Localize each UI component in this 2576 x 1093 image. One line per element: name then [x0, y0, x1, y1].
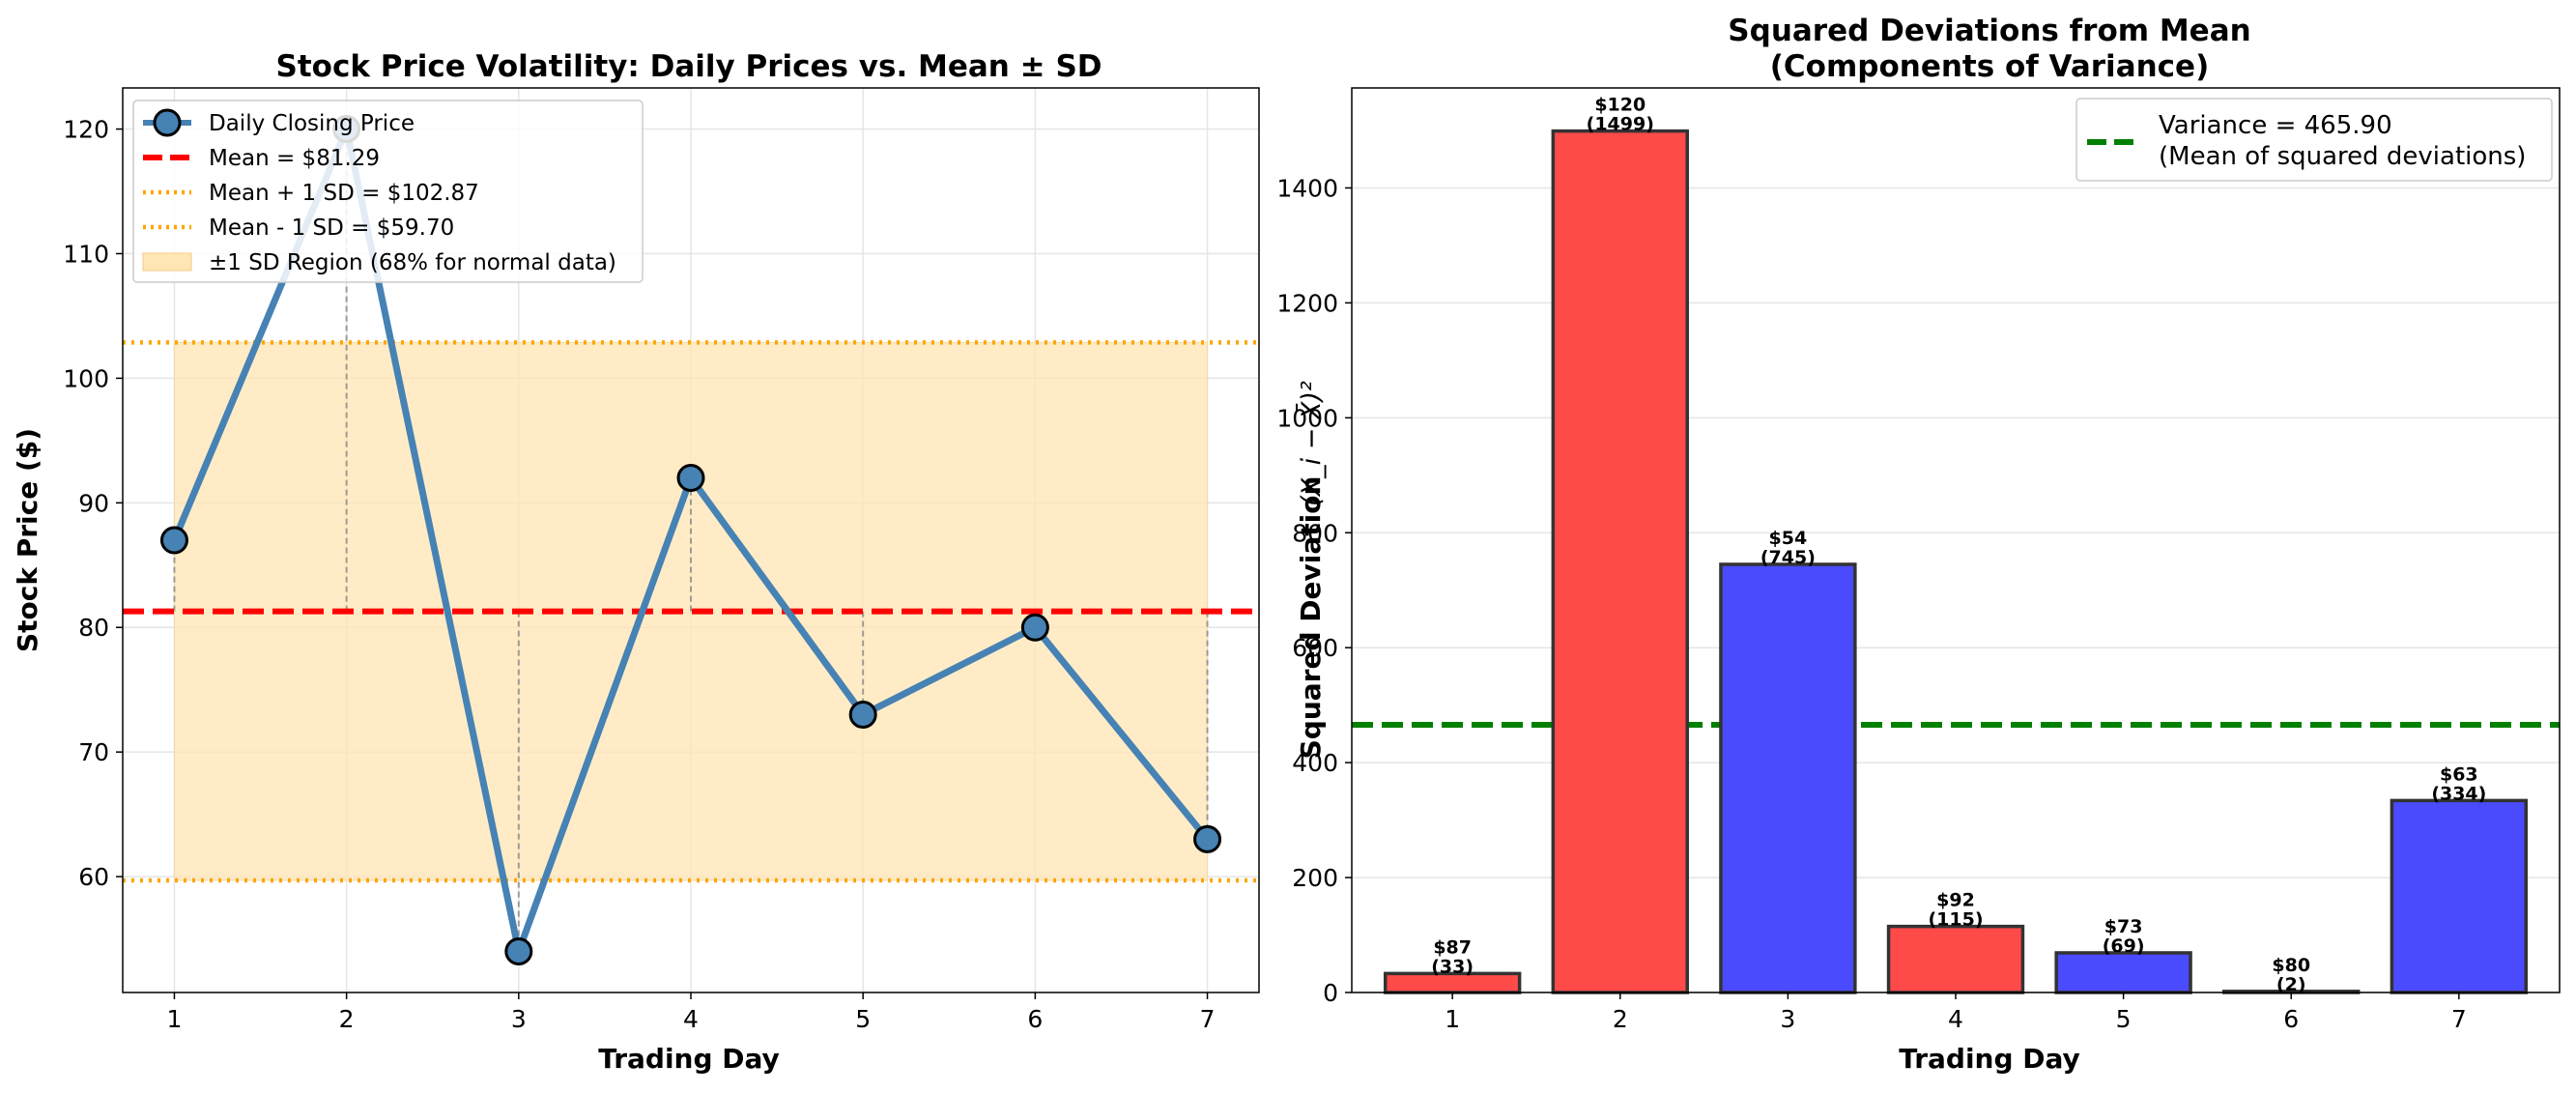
bar-day-2: [1551, 129, 1689, 994]
bar-label-price-2: $120: [1594, 95, 1646, 116]
y2-tick-label-1200: 1200: [1276, 289, 1338, 317]
legend-marker-price: [153, 108, 182, 137]
legend-label-upper-sd: Mean + 1 SD = $102.87: [209, 181, 479, 206]
squared-deviation-chart: Squared Deviations from Mean (Components…: [1276, 14, 2561, 1075]
x2-tick-label-1: 1: [1445, 1005, 1460, 1033]
bar-label-value-3: (745): [1760, 547, 1816, 568]
bar-label-value-4: (115): [1928, 909, 1983, 931]
bar-label-price-5: $73: [2104, 916, 2143, 937]
chart2-title-line2: (Components of Variance): [1770, 49, 2210, 84]
x2-tick-label-3: 3: [1780, 1005, 1795, 1033]
x-tick-label-4: 4: [683, 1005, 699, 1033]
chart2-legend-box: [2075, 98, 2553, 182]
bar-label-price-1: $87: [1433, 936, 1472, 958]
legend-item-price: Daily Closing Price: [143, 108, 415, 137]
y-tick-label-70: 70: [78, 738, 109, 766]
chart1-x-ticks: 1 2 3 4 5 6 7: [167, 992, 1216, 1033]
x2-tick-label-2: 2: [1613, 1005, 1628, 1033]
bar-label-value-5: (69): [2103, 935, 2145, 957]
bar-day-7: [2390, 798, 2529, 994]
y2-tick-label-800: 800: [1292, 519, 1338, 547]
bar-day-5: [2054, 951, 2192, 994]
y-tick-label-100: 100: [63, 364, 109, 392]
legend-label-sd-region: ±1 SD Region (68% for normal data): [209, 250, 616, 275]
x2-tick-label-5: 5: [2116, 1005, 2132, 1033]
price-volatility-chart: Stock Price Volatility: Daily Prices vs.…: [12, 49, 1260, 1075]
chart2-y-label: Squared Deviation: [1295, 476, 1327, 760]
bar-day-3: [1719, 562, 1857, 994]
chart2-frame: [1351, 87, 2561, 993]
price-point-day-3: [504, 936, 533, 965]
y2-tick-label-1000: 1000: [1276, 404, 1338, 432]
x-tick-label-7: 7: [1200, 1005, 1216, 1033]
legend-label-variance-note: (Mean of squared deviations): [2159, 142, 2526, 171]
y2-tick-label-1400: 1400: [1276, 174, 1338, 202]
bar-label-value-7: (334): [2431, 783, 2486, 804]
y2-tick-label-600: 600: [1292, 634, 1338, 662]
bar-label-value-6: (2): [2276, 974, 2306, 995]
legend-item-lower-sd: Mean - 1 SD = $59.70: [143, 216, 454, 241]
chart2-title-line1: Squared Deviations from Mean: [1728, 14, 2250, 48]
y-tick-label-80: 80: [78, 614, 109, 642]
chart2-y-label-group: Squared Deviation (X_i − X̄)²: [1295, 381, 1327, 759]
legend-label-mean: Mean = $81.29: [209, 146, 380, 171]
price-point-day-7: [1193, 824, 1222, 853]
legend-label-variance: Variance = 465.90: [2159, 111, 2392, 140]
x2-tick-label-4: 4: [1948, 1005, 1963, 1033]
x-tick-label-3: 3: [511, 1005, 527, 1033]
y2-tick-label-200: 200: [1292, 864, 1338, 892]
x2-tick-label-7: 7: [2451, 1005, 2467, 1033]
bar-label-price-4: $92: [1936, 890, 1975, 911]
chart2-legend: Variance = 465.90 (Mean of squared devia…: [2075, 98, 2553, 182]
y2-tick-label-0: 0: [1323, 979, 1338, 1007]
bar-day-4: [1886, 924, 2025, 994]
chart2-y-label-math: (X_i − X̄)²: [1296, 381, 1327, 506]
bar-label-value-2: (1499): [1587, 114, 1654, 135]
chart2-x-label: Trading Day: [1899, 1043, 2080, 1075]
price-point-day-4: [676, 464, 705, 493]
chart2-y-ticks: 0 200 400 600 800 1000 1200 1400: [1276, 174, 1352, 1007]
chart1-y-ticks: 60 70 80 90 100 110 120: [63, 116, 123, 891]
y-tick-label-120: 120: [63, 116, 109, 144]
x-tick-label-1: 1: [167, 1005, 183, 1033]
price-point-day-5: [848, 700, 877, 729]
chart2-x-ticks: 1 2 3 4 5 6 7: [1445, 992, 2467, 1033]
chart1-y-label: Stock Price ($): [12, 428, 43, 652]
chart1-title: Stock Price Volatility: Daily Prices vs.…: [276, 49, 1102, 84]
bar-label-value-1: (33): [1431, 956, 1474, 977]
y-tick-label-60: 60: [78, 863, 109, 891]
x-tick-label-5: 5: [855, 1005, 871, 1033]
x2-tick-label-6: 6: [2283, 1005, 2299, 1033]
bar-label-price-7: $63: [2440, 763, 2478, 785]
x-tick-label-6: 6: [1027, 1005, 1043, 1033]
legend-item-mean: Mean = $81.29: [143, 146, 380, 171]
legend-item-sd-region: ±1 SD Region (68% for normal data): [142, 250, 616, 275]
chart1-legend-box: [132, 100, 644, 283]
legend-item-upper-sd: Mean + 1 SD = $102.87: [143, 181, 479, 206]
price-point-day-6: [1020, 613, 1049, 642]
price-point-day-1: [159, 526, 188, 555]
bar-label-price-3: $54: [1769, 528, 1808, 549]
chart2-grid: [1352, 187, 2560, 993]
legend-label-lower-sd: Mean - 1 SD = $59.70: [209, 216, 454, 241]
chart1-x-label: Trading Day: [598, 1043, 780, 1075]
legend-swatch-sd-region: [142, 252, 192, 272]
deviation-bars: $87(33) $120(1499) $54(745) $92(115) $73(69)…: [1383, 95, 2529, 995]
legend-label-price: Daily Closing Price: [209, 111, 415, 136]
y-tick-label-90: 90: [78, 489, 109, 517]
chart1-legend: Daily Closing Price Mean = $81.29 Mean +…: [132, 100, 644, 283]
x-tick-label-2: 2: [339, 1005, 355, 1033]
y-tick-label-110: 110: [63, 240, 109, 268]
bar-label-price-6: $80: [2272, 955, 2310, 976]
y2-tick-label-400: 400: [1292, 749, 1338, 777]
